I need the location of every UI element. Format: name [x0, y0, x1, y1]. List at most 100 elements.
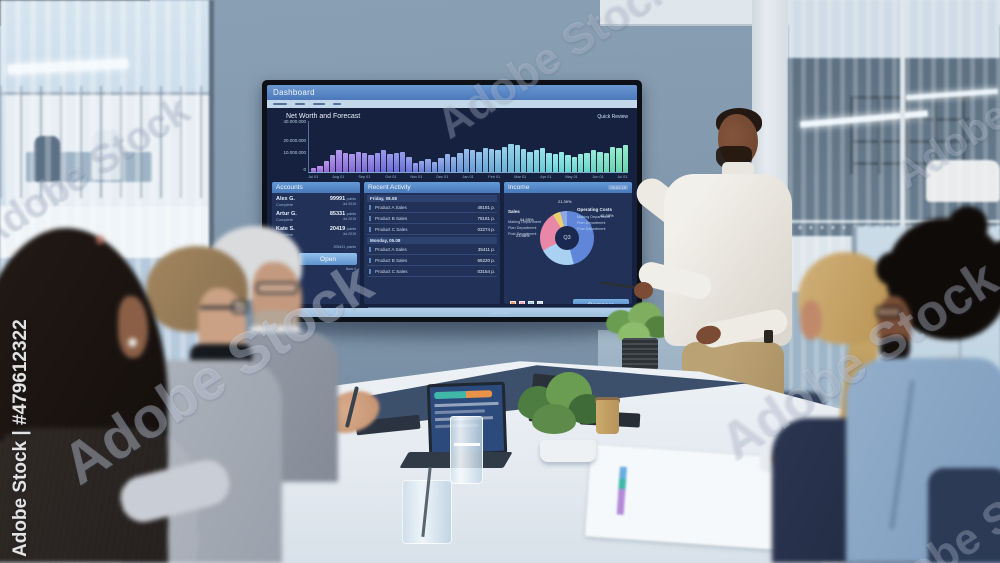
mezzanine-ceiling	[788, 0, 1000, 58]
color-swatch[interactable]	[528, 301, 534, 304]
networth-bar	[476, 151, 482, 172]
income-date-chip[interactable]: 09.01.19	[608, 185, 628, 190]
activity-row[interactable]: Product C Sales 03274 p.	[367, 224, 497, 235]
sales-legend: Making Department Plan Department Post Dep…	[508, 219, 541, 237]
account-row[interactable]: Artur G. Complete 85331 points Jul 2019	[276, 211, 356, 222]
face	[800, 300, 822, 340]
color-swatch[interactable]	[510, 301, 516, 304]
recent-activity-title: Recent Activity	[368, 184, 411, 191]
y-axis-label: 20.000.000	[283, 138, 306, 143]
menu-item-dash[interactable]	[333, 103, 341, 105]
refresh-link[interactable]: Refresh	[302, 316, 316, 317]
networth-bar	[311, 168, 317, 172]
x-axis-label: Jan 01	[462, 174, 475, 179]
networth-bar	[380, 150, 387, 172]
networth-bar	[336, 150, 342, 172]
networth-bar	[450, 156, 457, 172]
open-button[interactable]: Open	[299, 253, 357, 265]
glasses-lens	[232, 300, 248, 314]
activity-date-group: Friday, 08.08	[367, 195, 497, 202]
white-sofa	[926, 160, 1000, 202]
recent-activity-panel: Recent Activity Friday, 08.08 Product A S…	[364, 182, 500, 304]
x-axis-label: Jul 01	[617, 174, 628, 179]
refresh-link[interactable]: Refresh	[396, 316, 410, 317]
activity-row[interactable]: Product A Sales 48181 p.	[367, 202, 497, 213]
networth-x-axis: Jul 01 Aug 01 Sep 01 Oct 01 Nov 01 Dec 01 Jan …	[308, 173, 628, 179]
slice-label: 04.55%	[520, 217, 534, 222]
x-axis-label: May 01	[565, 174, 578, 179]
x-axis-label: Oct 01	[384, 174, 397, 179]
networth-bar	[603, 152, 609, 172]
networth-bar	[412, 163, 419, 172]
tv-shadow	[275, 320, 635, 338]
total-value: 205441 points	[333, 245, 356, 249]
menu-item-dash[interactable]	[313, 103, 325, 105]
networth-bar	[546, 152, 552, 172]
networth-bars	[311, 121, 628, 172]
earring	[128, 338, 137, 347]
networth-bar	[559, 151, 565, 172]
networth-bar	[342, 152, 349, 172]
account-row[interactable]: Alex G. Complete 99991 points Jul 2019	[276, 196, 356, 207]
railing-bar	[788, 220, 1000, 223]
color-swatch[interactable]	[537, 301, 543, 304]
x-axis-label: Sep 01	[358, 174, 371, 179]
glasses	[200, 306, 244, 309]
quick-review-link[interactable]: Quick Review	[597, 113, 628, 120]
legend-item: Making Department	[508, 220, 542, 224]
networth-bar	[431, 161, 438, 172]
hair-clip	[96, 236, 104, 244]
networth-bar	[393, 152, 400, 172]
color-swatch[interactable]	[519, 301, 525, 304]
networth-bar	[355, 151, 361, 172]
activity-row[interactable]: Product B Sales 78181 p.	[367, 213, 497, 224]
networth-bar	[552, 154, 559, 172]
window-mullion	[900, 0, 905, 450]
activity-row[interactable]: Product A Sales 35411 p.	[367, 244, 497, 255]
networth-bar	[463, 149, 469, 172]
networth-bar	[590, 150, 597, 172]
glasses	[256, 282, 298, 294]
chair-back	[928, 468, 1000, 563]
menu-item-dash[interactable]	[273, 103, 287, 105]
networth-bar	[578, 154, 584, 172]
operating-costs-label: Operating Costs	[577, 207, 613, 212]
networth-bar	[368, 155, 374, 172]
networth-bar	[501, 146, 508, 172]
legend-item: Plan Department	[577, 221, 606, 226]
networth-bar	[406, 156, 412, 172]
x-axis-label: Dec 01	[436, 174, 449, 179]
dashboard-date-bar[interactable]: Jul 2019	[368, 307, 632, 315]
networth-bar	[539, 147, 546, 172]
dashboard-menubar[interactable]	[267, 100, 637, 108]
y-axis-label: 40.000.000	[283, 119, 306, 124]
networth-bar	[533, 150, 539, 172]
y-axis-label: 0	[303, 167, 306, 172]
networth-bar-chart: 40.000.000 20.000.000 10.000.000 0	[283, 119, 628, 173]
networth-bar	[387, 154, 393, 172]
recent-activity-list: Friday, 08.08 Product A Sales 48181 p. Pro…	[364, 195, 500, 277]
networth-bar	[349, 154, 355, 172]
compare-button[interactable]: Compare	[573, 299, 629, 304]
networth-bar	[482, 147, 489, 172]
sales-label: Sales	[508, 209, 520, 214]
beard	[880, 336, 910, 362]
networth-bar	[520, 149, 527, 172]
networth-bar	[425, 159, 431, 172]
networth-bar	[400, 151, 406, 172]
networth-bar	[361, 152, 368, 172]
x-axis-label: Nov 01	[410, 174, 423, 179]
menu-item-dash[interactable]	[295, 103, 305, 105]
activity-row[interactable]: Product C Sales 03154 p.	[367, 266, 497, 277]
networth-bar	[616, 147, 622, 172]
x-axis-label: Feb 01	[488, 174, 501, 179]
networth-bar	[469, 150, 476, 172]
income-donut-chart: Q3 45.98% 21.39% 04.55% 23.98%	[516, 199, 614, 269]
legend-item: Post Department	[508, 232, 537, 237]
legend-item: Plan Department	[508, 226, 537, 231]
activity-row[interactable]: Product B Sales 65220 p.	[367, 255, 497, 266]
networth-bar	[508, 143, 514, 172]
glasses	[876, 306, 902, 318]
face	[118, 296, 148, 358]
networth-bar	[514, 145, 520, 172]
